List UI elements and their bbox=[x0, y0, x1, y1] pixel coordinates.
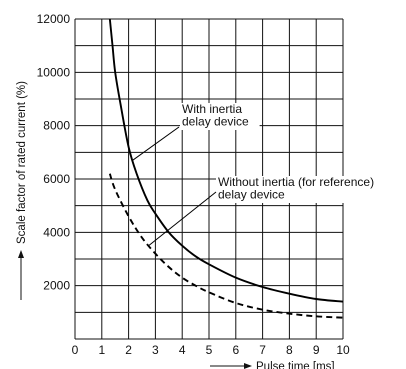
x-tick-label-8: 8 bbox=[286, 343, 293, 357]
annotation-text-0-0: With inertia bbox=[182, 102, 242, 116]
x-axis-label: Pulse time [ms] bbox=[256, 361, 335, 369]
x-tick-label-2: 2 bbox=[125, 343, 132, 357]
y-tick-label-3: 8000 bbox=[43, 119, 70, 133]
annotation-leader-0 bbox=[132, 126, 180, 161]
x-tick-label-0: 0 bbox=[72, 343, 79, 357]
series-group bbox=[108, 18, 344, 319]
annotation-text-0-1: delay device bbox=[182, 115, 249, 129]
x-tick-label-3: 3 bbox=[152, 343, 159, 357]
x-axis-arrow-head bbox=[244, 363, 252, 369]
x-tick-label-7: 7 bbox=[259, 343, 266, 357]
grid bbox=[74, 18, 344, 340]
y-axis-label-group: Scale factor of rated current (%) bbox=[16, 81, 28, 300]
y-axis-arrow-head bbox=[18, 250, 24, 258]
x-axis-label-group: Pulse time [ms] bbox=[210, 361, 335, 369]
y-tick-label-5: 12000 bbox=[37, 12, 71, 26]
x-tick-label-5: 5 bbox=[206, 343, 213, 357]
x-tick-label-4: 4 bbox=[179, 343, 186, 357]
x-tick-label-6: 6 bbox=[232, 343, 239, 357]
x-tick-label-9: 9 bbox=[313, 343, 320, 357]
annotation-bg-1 bbox=[216, 176, 406, 203]
y-tick-label-0: 2000 bbox=[43, 279, 70, 293]
series-line-1 bbox=[108, 173, 344, 319]
y-tick-label-2: 6000 bbox=[43, 172, 70, 186]
annotation-text-1-0: Without inertia (for reference) bbox=[218, 175, 374, 189]
annotation-text-1-1: delay device bbox=[218, 188, 285, 202]
annotation-bg-0 bbox=[180, 103, 260, 130]
series-line-0 bbox=[108, 18, 344, 303]
annotation-leader-1 bbox=[148, 191, 217, 247]
x-tick-label-10: 10 bbox=[336, 343, 350, 357]
x-tick-labels: 0 1 2 3 4 5 6 7 8 9 10 bbox=[72, 343, 350, 357]
y-tick-labels: 2000 4000 6000 8000 10000 12000 bbox=[37, 12, 71, 293]
x-tick-label-1: 1 bbox=[98, 343, 105, 357]
y-axis-label: Scale factor of rated current (%) bbox=[16, 81, 28, 244]
y-tick-label-1: 4000 bbox=[43, 225, 70, 239]
y-tick-label-4: 10000 bbox=[37, 65, 71, 79]
